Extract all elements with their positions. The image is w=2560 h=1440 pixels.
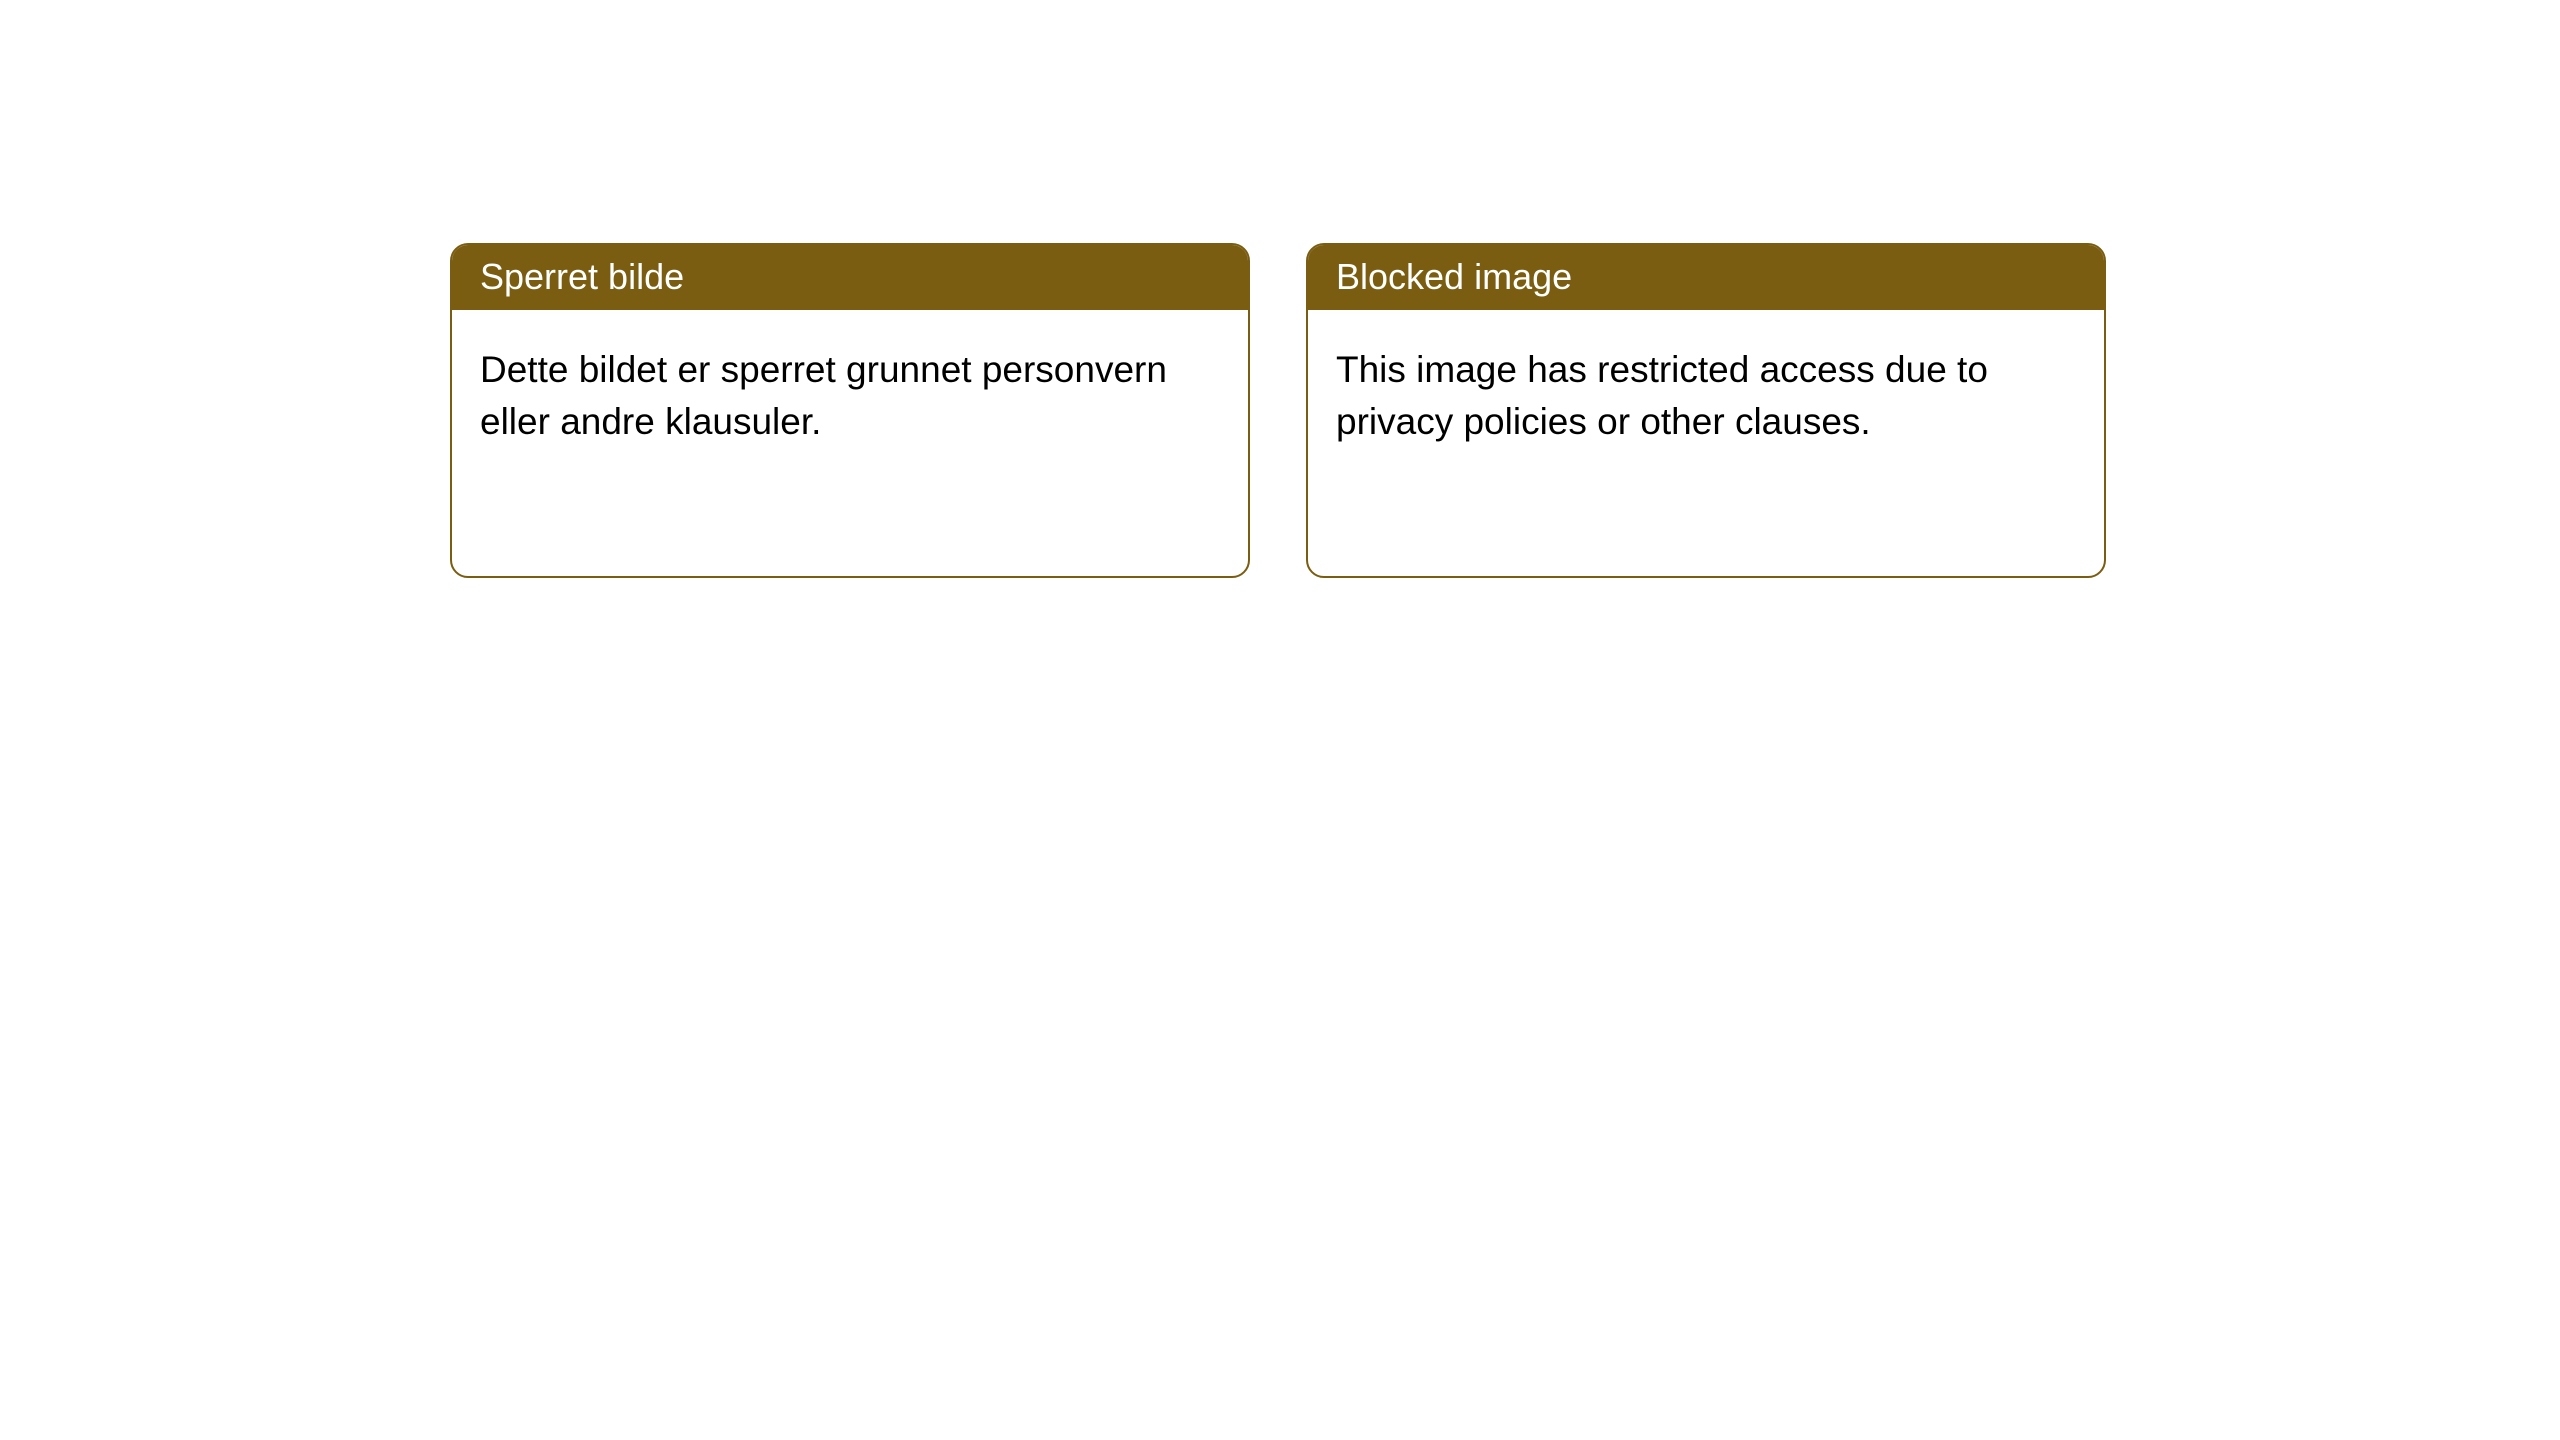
notice-card-body: Dette bildet er sperret grunnet personve…: [452, 310, 1248, 476]
notice-card-english: Blocked image This image has restricted …: [1306, 243, 2106, 578]
notice-card-norwegian: Sperret bilde Dette bildet er sperret gr…: [450, 243, 1250, 578]
notice-card-title: Blocked image: [1308, 245, 2104, 310]
notice-cards-container: Sperret bilde Dette bildet er sperret gr…: [0, 0, 2560, 578]
notice-card-title: Sperret bilde: [452, 245, 1248, 310]
notice-card-body: This image has restricted access due to …: [1308, 310, 2104, 476]
